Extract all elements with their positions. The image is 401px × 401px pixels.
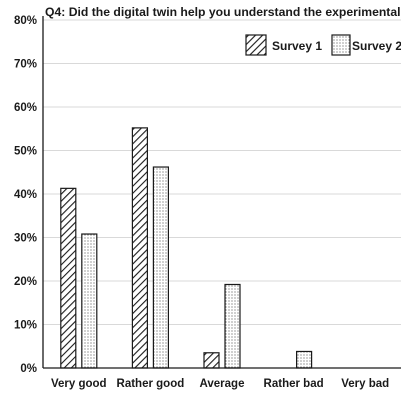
bar-series-2-very-good — [81, 233, 98, 369]
y-tick-label: 40% — [14, 189, 37, 201]
legend-label-survey-1: Survey 1 — [272, 39, 322, 53]
bar-series-1-rather-good — [131, 127, 148, 369]
bar-series-2-average — [224, 283, 241, 369]
x-category-label: Very good — [51, 378, 107, 390]
y-tick-label: 70% — [14, 59, 37, 71]
bar-series-2-rather-bad — [296, 350, 313, 369]
x-category-label: Rather bad — [264, 378, 324, 390]
chart-title: Q4: Did the digital twin help you unders… — [45, 5, 401, 19]
grid-layer — [43, 19, 401, 325]
category-labels: Very good Rather good Average Rather bad Ver… — [51, 378, 389, 390]
x-category-label: Rather good — [117, 378, 185, 390]
y-tick-label: 80% — [14, 15, 37, 27]
x-category-label: Very bad — [341, 378, 389, 390]
legend-swatch-survey-2 — [331, 34, 351, 56]
y-tick-labels: 0% 10% 20% 30% 40% 50% 60% 70% 80% — [14, 15, 37, 375]
x-category-label: Average — [200, 378, 245, 390]
y-tick-label: 60% — [14, 102, 37, 114]
y-tick-label: 30% — [14, 233, 37, 245]
y-tick-label: 20% — [14, 276, 37, 288]
y-tick-label: 50% — [14, 146, 37, 158]
axis-layer — [42, 16, 401, 369]
legend-label-survey-2: Survey 2 — [352, 39, 401, 53]
y-tick-label: 0% — [20, 363, 37, 375]
bar-series-1-very-good — [60, 187, 77, 369]
bar-series-1-average — [203, 352, 220, 369]
bar-series-2-rather-good — [152, 166, 169, 369]
y-tick-label: 10% — [14, 320, 37, 332]
legend-swatch-survey-1 — [245, 34, 267, 56]
bar-layer — [60, 127, 313, 369]
legend: Survey 1 Survey 2 — [245, 34, 401, 56]
